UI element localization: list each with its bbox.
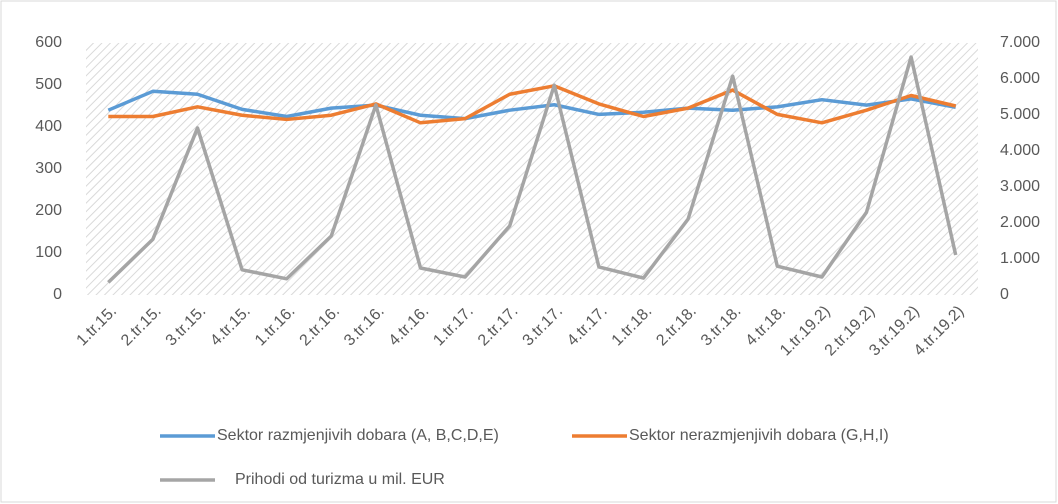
legend-label: Sektor razmjenjivih dobara (A, B,C,D,E): [217, 427, 499, 444]
y2-tick-label: 2.000: [1000, 214, 1040, 231]
y2-tick-label: 4.000: [1000, 142, 1040, 159]
y2-tick-label: 6.000: [1000, 70, 1040, 87]
y2-tick-label: 3.000: [1000, 178, 1040, 195]
y-tick-label: 0: [53, 286, 62, 303]
y-tick-label: 400: [35, 118, 62, 135]
y-tick-label: 200: [35, 202, 62, 219]
series-line: [108, 84, 957, 125]
plot-area: [86, 43, 978, 295]
series-line: [107, 89, 957, 121]
y-tick-label: 300: [35, 160, 62, 177]
y2-tick-label: 0: [1000, 286, 1009, 303]
legend-label: Prihodi od turizma u mil. EUR: [235, 471, 445, 488]
series-line: [107, 55, 958, 284]
y2-tick-label: 5.000: [1000, 106, 1040, 123]
y2-tick-label: 1.000: [1000, 250, 1040, 267]
y-tick-label: 600: [35, 34, 62, 51]
legend-label: Sektor nerazmjenjivih dobara (G,H,I): [629, 427, 889, 444]
y2-tick-label: 7.000: [1000, 34, 1040, 51]
y-tick-label: 500: [35, 76, 62, 93]
y-tick-label: 100: [35, 244, 62, 261]
